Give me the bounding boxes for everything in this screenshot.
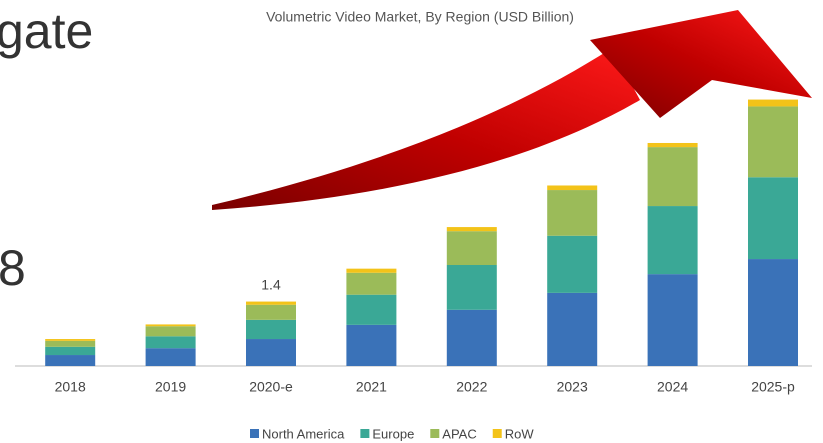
bar-segment [346,268,397,273]
bar-segment [45,346,96,356]
bar-segment [446,309,497,366]
x-tick-label: 2023 [557,379,588,395]
bar-segment [647,142,698,148]
legend-label: North America [262,426,345,441]
legend-swatch [360,429,370,438]
bar-segment [647,147,698,207]
legend-label: RoW [505,426,535,441]
bar-segment [246,319,296,340]
bar-segment [346,324,397,366]
bar-segment [547,185,598,191]
bar-segment [748,99,798,107]
decorative-arrow [212,48,640,210]
bars: 201820192020-e1.420212022202320242025-p5… [45,74,798,395]
cropped-text: gate [0,3,93,59]
x-tick-label: 2018 [55,379,86,395]
bar-segment [246,304,296,320]
chart-title: Volumetric Video Market, By Region (USD … [266,9,574,25]
legend: North America Europe APAC RoW [250,426,534,441]
bar-segment [647,206,698,275]
x-tick-label: 2025-p [751,379,795,395]
bar-segment [145,324,196,327]
bar-segment [145,336,196,349]
bar-segment [547,292,598,366]
legend-swatch [250,429,259,438]
legend-swatch [430,429,440,438]
bar-segment [446,265,497,310]
bar-segment [45,355,96,366]
x-tick-label: 2024 [657,379,688,395]
x-tick-label: 2022 [456,379,487,395]
bar-segment [246,339,296,366]
bar-segment [547,190,598,236]
legend-label: Europe [372,426,414,441]
decorative-arrow-head [590,10,812,118]
bar-segment [45,339,96,341]
bar-segment [346,272,397,295]
bar-segment [446,227,497,232]
x-tick-label: 2020-e [249,379,293,395]
bar-segment [547,235,598,293]
bar-segment [446,231,497,266]
x-tick-label: 2021 [356,379,387,395]
legend-swatch [492,429,502,438]
cropped-text: 8 [0,240,26,296]
bar-segment [647,274,698,366]
bar-segment [748,106,798,178]
bar-segment [748,177,798,260]
bar-segment [346,294,397,325]
total-label: 1.4 [261,276,281,292]
bar-segment [246,301,296,305]
legend-label: APAC [442,426,476,441]
bar-segment [45,340,96,347]
x-tick-label: 2019 [155,379,186,395]
bar-segment [145,326,196,337]
bar-segment [748,259,798,366]
bar-segment [145,348,196,366]
